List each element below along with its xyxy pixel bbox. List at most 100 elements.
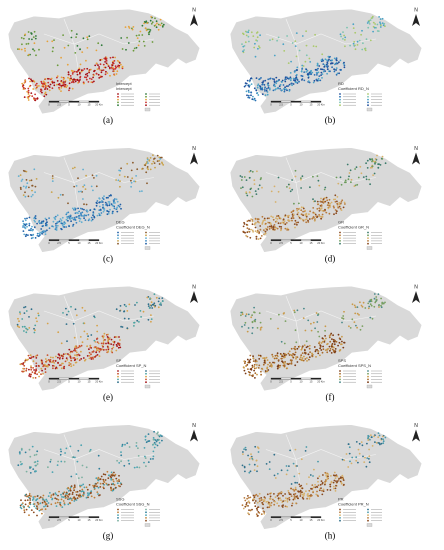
- point: [158, 438, 160, 441]
- point: [300, 177, 302, 180]
- point: [97, 454, 100, 457]
- point: [67, 490, 70, 492]
- point: [246, 220, 249, 223]
- point: [260, 77, 262, 79]
- point: [87, 496, 89, 499]
- point: [20, 499, 22, 502]
- point: [96, 482, 99, 484]
- point: [314, 483, 316, 486]
- point: [328, 58, 330, 61]
- point: [25, 369, 28, 372]
- point: [322, 63, 325, 65]
- point: [88, 351, 91, 354]
- point: [65, 213, 68, 216]
- point: [374, 300, 377, 303]
- point: [154, 304, 157, 307]
- scale-label: 2.5: [57, 380, 61, 384]
- legend-title: DEG: [116, 220, 125, 225]
- point: [362, 301, 365, 304]
- point: [125, 48, 127, 51]
- point: [80, 490, 83, 493]
- point: [305, 214, 308, 217]
- point: [112, 344, 115, 346]
- point: [358, 442, 361, 445]
- point: [263, 359, 266, 362]
- points: [16, 293, 164, 379]
- scale-segment: [48, 516, 60, 519]
- point: [96, 491, 99, 493]
- point: [298, 202, 300, 205]
- point: [156, 22, 158, 25]
- point: [371, 166, 373, 169]
- point: [151, 41, 154, 43]
- point: [25, 310, 28, 312]
- point: [259, 354, 262, 357]
- point: [291, 219, 293, 222]
- point: [308, 344, 311, 347]
- point: [83, 359, 86, 362]
- legend-symbol: [117, 101, 119, 104]
- point: [31, 95, 34, 97]
- point: [246, 330, 249, 333]
- point: [294, 498, 296, 500]
- point: [45, 498, 48, 501]
- point: [35, 453, 38, 456]
- point: [365, 162, 367, 165]
- point: [275, 217, 277, 219]
- point: [65, 353, 67, 355]
- point: [46, 322, 49, 325]
- point: [379, 23, 382, 25]
- scale-label: 0: [270, 380, 272, 384]
- point: [34, 97, 36, 100]
- point: [84, 188, 87, 190]
- point: [292, 210, 294, 213]
- point: [72, 167, 74, 170]
- point: [116, 459, 118, 462]
- point: [333, 349, 335, 352]
- point: [265, 501, 268, 503]
- panel-label: (g): [103, 531, 114, 541]
- point: [322, 348, 325, 351]
- point: [343, 483, 345, 486]
- point: [332, 346, 335, 349]
- point: [273, 224, 276, 226]
- point: [19, 363, 22, 366]
- point: [135, 46, 138, 49]
- point: [324, 208, 326, 211]
- point: [245, 223, 248, 226]
- point: [277, 327, 279, 330]
- point: [71, 217, 74, 220]
- point: [256, 495, 259, 497]
- point: [85, 174, 87, 177]
- point: [116, 70, 119, 73]
- point: [133, 325, 135, 327]
- point: [150, 314, 152, 316]
- point: [340, 343, 343, 346]
- point: [135, 34, 138, 37]
- point: [99, 59, 102, 62]
- point: [317, 484, 320, 487]
- scale-segment: [290, 377, 302, 380]
- point: [284, 505, 287, 508]
- point: [275, 76, 278, 79]
- legend-symbol: [367, 508, 369, 511]
- scale-label: 15: [310, 518, 313, 522]
- point: [247, 94, 250, 97]
- point: [286, 505, 288, 508]
- point: [368, 461, 371, 464]
- point: [286, 35, 288, 37]
- district-border: [265, 172, 377, 183]
- point: [127, 459, 130, 462]
- point: [57, 331, 60, 334]
- point: [60, 493, 62, 496]
- point: [87, 81, 90, 83]
- point: [36, 505, 38, 508]
- point: [253, 319, 256, 322]
- point: [324, 479, 327, 481]
- point: [142, 310, 145, 313]
- point: [30, 195, 33, 198]
- point: [22, 362, 25, 364]
- point: [317, 460, 319, 463]
- point: [62, 34, 64, 36]
